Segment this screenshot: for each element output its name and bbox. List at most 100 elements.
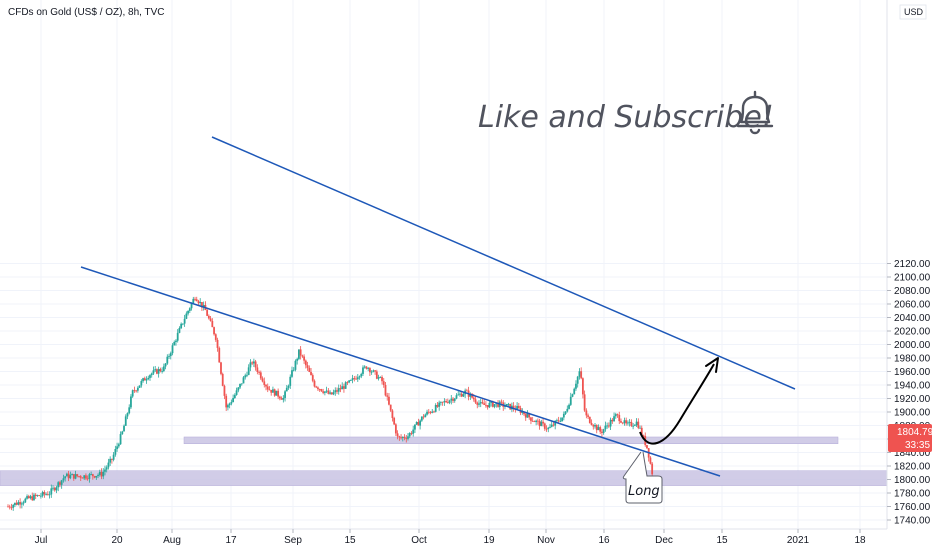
candle-body xyxy=(569,396,572,405)
candle-body xyxy=(256,367,259,372)
candle-body xyxy=(483,403,486,405)
candle-body xyxy=(616,414,619,415)
candle-body xyxy=(505,404,508,407)
candle-body xyxy=(507,403,510,405)
candle-body xyxy=(614,414,617,417)
candle-body xyxy=(628,421,631,423)
price-tick-label: 2080.00 xyxy=(894,286,931,297)
price-tick-label: 1740.00 xyxy=(894,516,931,527)
candle-body xyxy=(71,474,73,476)
time-tick-label: Jul xyxy=(35,535,48,546)
candle-body xyxy=(431,411,434,413)
candle-body xyxy=(609,419,612,427)
candle-body xyxy=(523,411,525,415)
candle-body xyxy=(76,474,79,477)
candle-body xyxy=(358,376,361,378)
candle-body xyxy=(221,373,224,386)
time-tick-label: Aug xyxy=(163,535,181,546)
candle-body xyxy=(434,404,437,412)
candle-body xyxy=(417,422,420,426)
price-tick-label: 2000.00 xyxy=(894,340,931,351)
price-tick-label: 2060.00 xyxy=(894,300,931,311)
price-axis[interactable]: 1740.00 1760.00 1780.00 1800.00 1820.00 1840.… xyxy=(886,0,932,550)
candle-body xyxy=(149,375,151,378)
candle-body xyxy=(272,389,274,393)
candle-body xyxy=(323,391,326,393)
candle-body xyxy=(441,401,444,403)
candle-body xyxy=(327,390,330,394)
time-axis-bg xyxy=(0,529,887,550)
price-tick-label: 2020.00 xyxy=(894,327,931,338)
candle-body xyxy=(48,494,51,496)
candle-body xyxy=(216,339,219,348)
price-tick-label: 2100.00 xyxy=(894,273,931,284)
support-zone xyxy=(183,436,839,444)
candle-body xyxy=(564,411,567,414)
support-zones xyxy=(0,436,888,486)
candle-body xyxy=(536,420,539,422)
candle-body xyxy=(445,401,447,403)
candle-body xyxy=(457,394,460,396)
candle-body xyxy=(287,385,290,388)
candle-body xyxy=(623,420,626,424)
candle-body xyxy=(420,416,423,421)
candle-body xyxy=(557,420,560,422)
candle-body xyxy=(230,402,233,404)
candle-body xyxy=(438,402,441,407)
candle-body xyxy=(578,371,581,377)
candle-body xyxy=(348,380,351,383)
candle-body xyxy=(393,417,396,425)
candle-body xyxy=(310,371,312,376)
time-tick-label: 18 xyxy=(854,535,866,546)
projection-curve xyxy=(639,363,715,445)
candle-body xyxy=(181,323,184,325)
candle-body xyxy=(304,360,307,366)
candle-body xyxy=(545,428,548,430)
candle-body xyxy=(223,385,226,396)
candle-body xyxy=(296,358,299,361)
candle-body xyxy=(524,414,527,418)
candle-body xyxy=(98,471,101,475)
candle-body xyxy=(526,413,529,418)
candle-body xyxy=(45,494,47,496)
candle-body xyxy=(67,473,70,479)
candle-body xyxy=(62,478,65,481)
time-tick-label: 15 xyxy=(716,535,728,546)
candle-body xyxy=(440,401,442,403)
candle-body xyxy=(436,404,439,407)
candle-body xyxy=(379,376,382,378)
candle-body xyxy=(386,395,389,397)
candle-body xyxy=(24,498,27,503)
candle-body xyxy=(112,454,115,460)
candle-body xyxy=(164,363,167,367)
time-axis[interactable]: Jul 20 Aug 17 Sep 15 Oct 19 Nov 16 Dec 15 2021 18 xyxy=(0,528,887,550)
candle-body xyxy=(512,405,515,409)
price-badge-value: 1804.79 xyxy=(897,427,932,438)
candle-body xyxy=(554,420,557,426)
candle-body xyxy=(8,506,11,508)
candle-body xyxy=(597,427,600,431)
candle-body xyxy=(251,362,254,364)
candle-body xyxy=(157,369,160,374)
candle-body xyxy=(571,394,574,397)
candle-body xyxy=(562,413,565,418)
candle-body xyxy=(156,369,158,374)
candle-body xyxy=(301,355,304,357)
support-zone xyxy=(0,470,888,486)
candle-body xyxy=(194,298,196,300)
candle-body xyxy=(381,376,383,382)
candle-body xyxy=(398,436,401,438)
candle-body xyxy=(188,308,191,311)
candle-body xyxy=(79,476,82,478)
candle-body xyxy=(592,424,595,427)
candle-body xyxy=(19,502,22,505)
currency-text: USD xyxy=(904,7,924,17)
candle-body xyxy=(611,419,614,422)
candle-body xyxy=(481,402,484,404)
candle-body xyxy=(57,482,60,488)
candle-body xyxy=(556,420,558,422)
time-tick-label: 19 xyxy=(483,535,495,546)
candle-body xyxy=(197,301,200,304)
candle-body xyxy=(601,431,603,433)
